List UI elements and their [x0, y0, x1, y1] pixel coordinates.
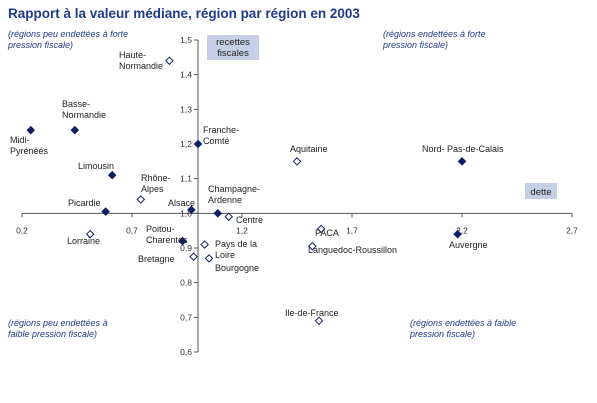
axes: 0,2 0,7 1,2 1,7 2,2 2,7 0,6 0,7 0,8 0,9 1,0 1,1 1,2 1… — [16, 35, 578, 357]
point-picardie — [101, 207, 110, 216]
point-nord-pas-de-calais — [457, 157, 467, 166]
point-label: Alsace — [168, 198, 195, 208]
point-auvergne — [453, 229, 462, 239]
x-tick-label: 0,7 — [126, 225, 138, 235]
point-label: Nord- Pas-de-Calais — [422, 144, 504, 154]
y-tick-label: 0,7 — [180, 312, 192, 322]
x-tick-label: 2,7 — [566, 225, 578, 235]
y-tick-label: 1,2 — [180, 139, 192, 149]
data-points — [26, 56, 467, 326]
point-label: Picardie — [68, 198, 101, 208]
point-centre — [224, 212, 234, 222]
x-axis-title-box — [525, 183, 557, 199]
point-label: Centre — [236, 215, 263, 225]
x-tick-label: 1,7 — [346, 225, 358, 235]
x-axis-title: dette — [530, 187, 551, 198]
point-label: Lorraine — [67, 236, 100, 246]
y-tick-label: 0,8 — [180, 278, 192, 288]
point-champagne-ardenne — [213, 209, 223, 218]
quadrant-note-top-left: (régions peu endettées à forte — [8, 29, 128, 39]
y-tick-label: 0,6 — [180, 347, 192, 357]
point-label: Rhône- — [141, 173, 171, 183]
point-label: Normandie — [119, 61, 163, 71]
point-lorraine — [85, 229, 95, 239]
point-alsace — [187, 205, 196, 215]
chart-title: Rapport à la valeur médiane, région par … — [8, 6, 360, 21]
quadrant-note-top-right: (régions endettées à forte — [383, 29, 486, 39]
point-label: Ardenne — [208, 195, 242, 205]
point-label: Basse- — [62, 99, 90, 109]
y-axis-title: fiscales — [217, 48, 249, 59]
y-tick-label: 1,3 — [180, 104, 192, 114]
point-pays-de-la-loire — [200, 240, 209, 249]
point-aquitaine — [292, 157, 302, 166]
point-label: Midi- — [10, 135, 30, 145]
point-paca — [316, 224, 326, 234]
x-tick-label: 1,2 — [236, 225, 248, 235]
quadrant-note-bottom-right: pression fiscale) — [409, 329, 475, 339]
point-languedoc-roussillon — [308, 241, 317, 251]
point-poitou-charentes — [178, 236, 187, 246]
quadrant-note-top-left: pression fiscale) — [7, 40, 73, 50]
point-label: Bretagne — [138, 254, 175, 264]
point-franche-comte — [193, 139, 203, 149]
y-axis-title: recettes — [216, 37, 250, 48]
point-label: Alpes — [141, 184, 164, 194]
point-label: Comté — [203, 136, 230, 146]
y-tick-label: 1,5 — [180, 35, 192, 45]
y-axis-title-box — [207, 35, 259, 60]
y-tick-label: 1,0 — [180, 208, 192, 218]
point-label: Bourgogne — [215, 263, 259, 273]
point-label: Haute- — [119, 50, 146, 60]
point-bretagne — [189, 252, 198, 261]
point-label: Pyrénéés — [10, 146, 49, 156]
quadrant-note-bottom-left: (régions peu endettées à — [8, 318, 108, 328]
x-tick-label: 2,2 — [456, 225, 468, 235]
point-basse-normandie — [70, 125, 80, 135]
point-label: Pays de la — [215, 239, 257, 249]
point-ile-de-france — [314, 316, 324, 326]
point-label: Loire — [215, 250, 235, 260]
point-label: Franche- — [203, 125, 239, 135]
point-midi-pyrenees — [26, 125, 36, 135]
point-label: Normandie — [62, 110, 106, 120]
point-haute-normandie — [165, 56, 174, 66]
point-label: Languedoc-Roussillon — [308, 245, 397, 255]
point-labels: Midi-PyrénéésBasse-NormandieLimousinPica… — [10, 50, 504, 318]
point-label: Charentes — [146, 235, 188, 245]
point-label: Limousin — [78, 161, 114, 171]
y-tick-label: 0,9 — [180, 243, 192, 253]
point-label: Champagne- — [208, 184, 260, 194]
point-limousin — [107, 170, 117, 180]
y-tick-label: 1,4 — [180, 70, 192, 80]
point-label: Aquitaine — [290, 144, 328, 154]
point-label: Poitou- — [146, 224, 175, 234]
quadrant-note-top-right: pression fiscale) — [382, 40, 448, 50]
point-label: PACA — [315, 228, 339, 238]
y-tick-label: 1,1 — [180, 174, 192, 184]
quadrant-note-bottom-right: (régions endettées à faible — [410, 318, 516, 328]
point-label: Ile-de-France — [285, 308, 339, 318]
quadrant-note-bottom-left: faible pression fiscale) — [8, 329, 97, 339]
point-bourgogne — [204, 254, 214, 263]
point-rhone-alpes — [136, 195, 146, 204]
point-label: Auvergne — [449, 240, 488, 250]
x-tick-label: 0,2 — [16, 225, 28, 235]
